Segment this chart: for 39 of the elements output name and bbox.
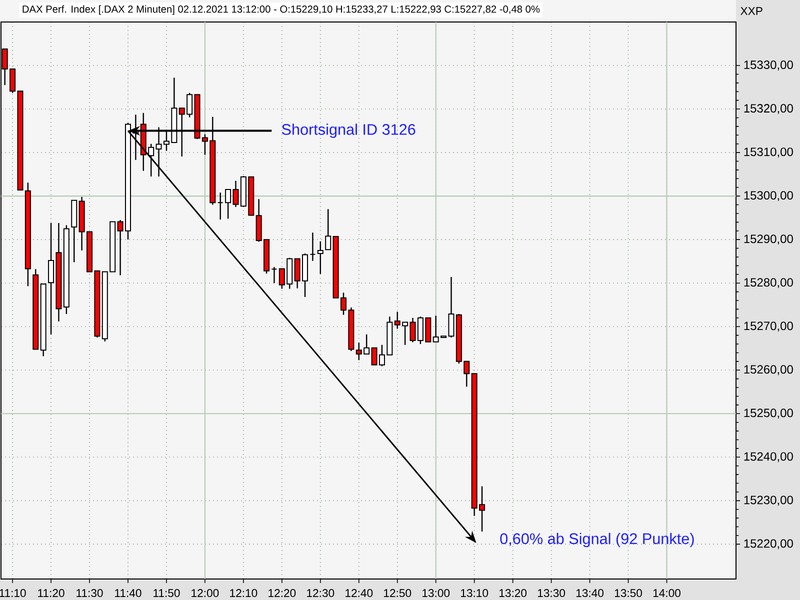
x-tick-label: 13:10 [461,589,488,598]
y-tick-label: 15230,00 [744,496,793,506]
y-tick-label: 15280,00 [744,278,793,288]
x-tick-label: 11:20 [38,589,64,598]
y-tick-label: 15320,00 [744,104,793,114]
x-tick-label: 12:40 [346,589,373,598]
x-tick-label: 11:40 [115,589,142,598]
y-axis-title: XXP [740,7,762,15]
x-tick-label: 13:00 [422,589,450,598]
candlestick [310,232,316,262]
y-tick-label: 15270,00 [744,322,793,332]
x-tick-label: 11:30 [76,589,103,598]
x-tick-label: 13:30 [538,589,566,598]
chart-title: DAX Perf. Index [.DAX 2 Minuten] 02.12.2021 13:12:00 - O:15229,10 H:15233,27 L:15222,93 C:15227,82 -0,48 0% [22,5,540,15]
y-tick-label: 15330,00 [744,60,793,70]
y-tick-label: 15300,00 [744,191,793,202]
y-tick-label: 15240,00 [744,452,793,462]
annotation: 0,60% ab Signal (92 Punkte) [500,532,694,548]
y-tick-label: 15220,00 [744,539,793,550]
y-tick-label: 15310,00 [744,148,793,158]
x-tick-label: 13:50 [614,589,642,598]
x-tick-label: 14:00 [653,589,680,598]
candlestick [325,208,332,250]
x-tick-label: 11:10 [0,589,26,598]
x-tick-label: 12:20 [268,589,296,598]
x-tick-label: 11:50 [154,589,180,598]
x-tick-label: 12:10 [230,589,258,598]
y-tick-label: 15260,00 [744,365,793,376]
x-tick-label: 12:00 [192,589,219,598]
x-tick-label: 12:30 [307,589,334,598]
x-tick-label: 13:40 [576,589,604,598]
candlestick [317,240,324,275]
candlestick [217,192,224,220]
annotation: Shortsignal ID 3126 [282,124,416,138]
candlestick [271,266,278,284]
y-tick-label: 15290,00 [744,234,793,245]
x-tick-label: 13:20 [499,589,527,598]
y-tick-label: 15250,00 [744,408,793,419]
x-tick-label: 12:50 [384,589,412,598]
